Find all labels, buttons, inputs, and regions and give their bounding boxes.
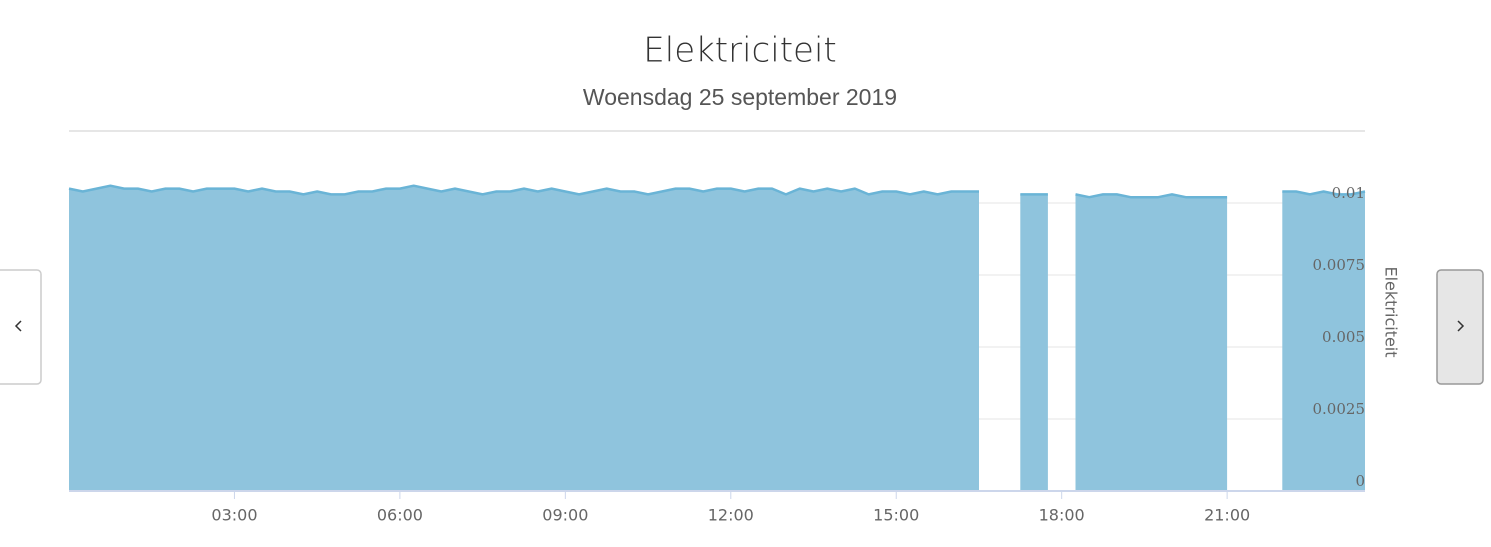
y-tick-label: 0.0075 <box>1313 256 1366 274</box>
x-tick-label: 21:00 <box>1204 506 1250 525</box>
y-tick-label: 0 <box>1355 472 1365 490</box>
chart-subtitle: Woensdag 25 september 2019 <box>583 84 897 110</box>
y-axis-title: Elektriciteit <box>1382 266 1401 357</box>
prev-button[interactable] <box>0 269 42 385</box>
area <box>1020 194 1048 491</box>
next-button-box[interactable] <box>1436 269 1484 385</box>
prev-icon[interactable] <box>14 320 22 332</box>
line <box>68 184 979 196</box>
line <box>1075 193 1228 199</box>
x-tick-label: 03:00 <box>211 506 257 525</box>
area <box>1075 194 1228 491</box>
area <box>1282 191 1365 491</box>
y-tick-label: 0.0025 <box>1313 400 1366 418</box>
x-tick-label: 15:00 <box>873 506 919 525</box>
line <box>1282 190 1366 196</box>
next-icon[interactable] <box>1457 320 1465 332</box>
x-tick-label: 06:00 <box>377 506 423 525</box>
x-tick-label: 12:00 <box>708 506 754 525</box>
next-button[interactable] <box>1436 269 1484 385</box>
y-tick-label: 0.01 <box>1332 184 1365 202</box>
chart-title: Elektriciteit <box>643 31 836 71</box>
area <box>69 185 979 491</box>
x-tick-label: 09:00 <box>542 506 588 525</box>
x-tick-label: 18:00 <box>1039 506 1085 525</box>
y-tick-label: 0.005 <box>1322 328 1365 346</box>
prev-button-box[interactable] <box>0 269 42 385</box>
